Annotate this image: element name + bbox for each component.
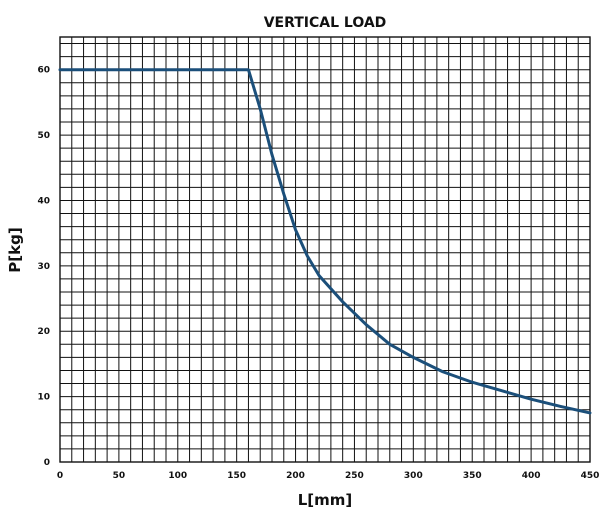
y-tick-label: 10 xyxy=(37,393,50,403)
x-axis-label: L[mm] xyxy=(298,491,353,509)
y-tick-label: 40 xyxy=(37,196,50,206)
chart-title: VERTICAL LOAD xyxy=(264,15,387,31)
x-tick-labels: 0 50 100 150 200 250 300 350 400 450 xyxy=(57,471,599,481)
x-tick-label: 50 xyxy=(113,471,126,481)
series-line xyxy=(58,68,592,415)
x-tick-label: 200 xyxy=(286,471,305,481)
y-tick-label: 30 xyxy=(37,262,50,272)
x-tick-label: 150 xyxy=(227,471,246,481)
x-tick-label: 0 xyxy=(57,471,63,481)
grid xyxy=(59,37,591,463)
plot-frame xyxy=(59,36,591,463)
y-tick-labels: 0 10 20 30 40 50 60 xyxy=(37,66,50,468)
y-tick-label: 60 xyxy=(37,66,50,76)
y-tick-label: 0 xyxy=(44,458,50,468)
x-tick-label: 450 xyxy=(581,471,599,481)
y-tick-label: 50 xyxy=(37,131,50,141)
series-layer xyxy=(58,68,592,415)
x-tick-label: 400 xyxy=(522,471,541,481)
y-tick-label: 20 xyxy=(37,327,50,337)
y-axis-label: P[kg] xyxy=(6,227,24,272)
x-tick-label: 300 xyxy=(404,471,423,481)
x-tick-label: 100 xyxy=(168,471,187,481)
x-tick-label: 250 xyxy=(345,471,364,481)
x-tick-label: 350 xyxy=(463,471,482,481)
